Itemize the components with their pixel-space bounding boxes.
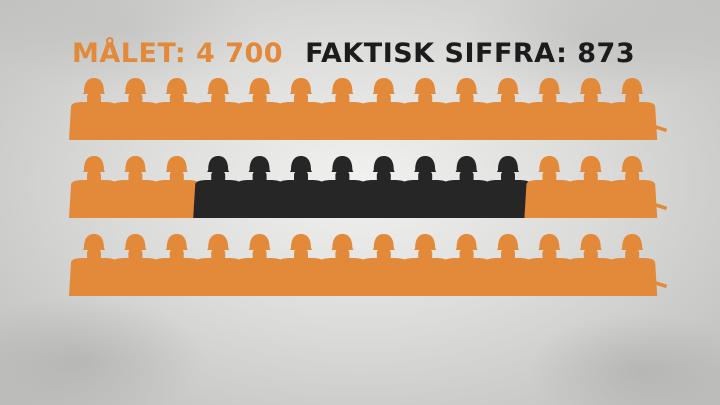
soldier-icon-goal (607, 156, 668, 218)
soldier-icon-goal (607, 234, 668, 296)
actual-label: FAKTISK SIFFRA: 873 (305, 38, 636, 69)
soldier-icon-goal (607, 78, 668, 140)
goal-label: MÅLET: 4 700 (72, 38, 284, 69)
chart-title: MÅLET: 4 700 FAKTISK SIFFRA: 873 (72, 38, 635, 69)
